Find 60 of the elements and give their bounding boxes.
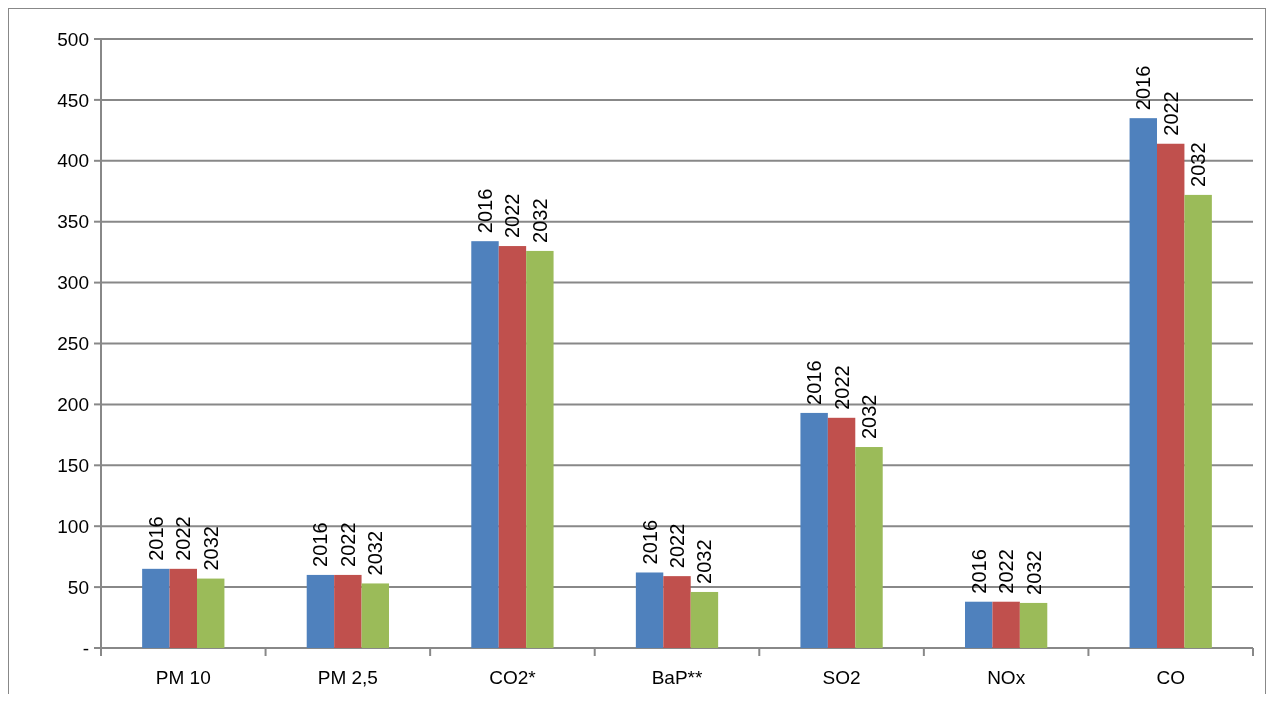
bar [965,601,993,648]
x-tick-label: SO2 [822,667,861,688]
bar [334,574,362,648]
y-tick-label: - [82,637,89,659]
bar [855,447,883,648]
x-tick-label: CO2* [489,667,537,688]
text: 2032 [199,526,222,571]
bar [498,246,527,648]
y-tick-label: 450 [57,89,89,111]
text: 2016 [309,522,332,567]
text: 2032 [1187,142,1210,187]
x-tick-label: NOx [987,667,1026,688]
x-tick-label: PM 2,5 [317,667,378,688]
text: 2022 [830,365,853,410]
text: 2016 [144,516,167,561]
y-tick-label: 150 [57,454,89,476]
bar [142,568,170,648]
bar [1129,118,1157,648]
text: 2032 [364,530,387,576]
bar [1157,143,1185,648]
bar [635,572,664,648]
text: 2016 [638,519,661,565]
text: 2032 [528,198,551,243]
text: 2022 [995,549,1018,594]
y-tick-label: 400 [57,150,89,172]
x-tick-label: CO [1156,667,1185,688]
y-tick-label: 100 [57,515,89,537]
bar [1019,602,1048,648]
text: 2016 [803,360,826,405]
bar [471,241,499,648]
text: 2022 [666,523,688,569]
x-tick-label: BaP** [651,667,703,688]
text: 2022 [1159,91,1182,136]
y-tick-label: 50 [67,576,89,598]
text: 2016 [1132,65,1155,111]
y-tick-label: 200 [57,394,89,416]
text: 2016 [474,188,496,234]
bar [1184,194,1212,648]
bar [526,250,554,648]
text: 2032 [693,539,716,584]
text: 2022 [172,516,195,561]
bar [690,591,719,648]
bar [827,417,856,648]
bar [800,412,828,648]
text: 2022 [501,193,524,239]
y-tick-label: 350 [57,211,89,233]
bar [306,574,335,648]
bar [992,601,1020,648]
y-tick-label: 500 [57,28,89,50]
x-tick-label: PM 10 [155,667,211,688]
text: 2032 [1022,550,1045,595]
text: 2022 [336,522,359,567]
y-tick-label: 250 [57,333,89,355]
text: 2032 [858,394,880,440]
bar [663,576,691,648]
bar [169,568,197,648]
y-tick-label: 300 [57,272,89,294]
bar [361,583,389,648]
bar [197,578,225,648]
text: 2016 [967,549,990,594]
